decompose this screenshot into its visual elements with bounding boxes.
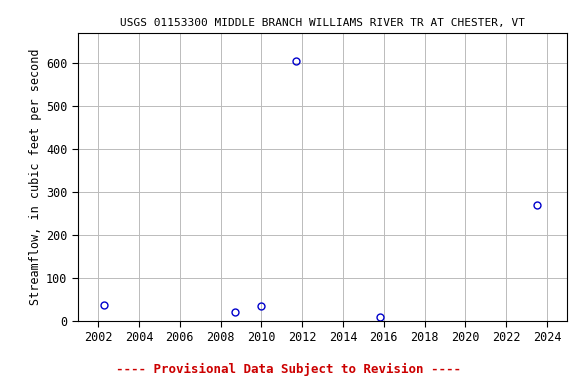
Title: USGS 01153300 MIDDLE BRANCH WILLIAMS RIVER TR AT CHESTER, VT: USGS 01153300 MIDDLE BRANCH WILLIAMS RIV…: [120, 18, 525, 28]
Y-axis label: Streamflow, in cubic feet per second: Streamflow, in cubic feet per second: [29, 48, 42, 305]
Text: ---- Provisional Data Subject to Revision ----: ---- Provisional Data Subject to Revisio…: [116, 363, 460, 376]
